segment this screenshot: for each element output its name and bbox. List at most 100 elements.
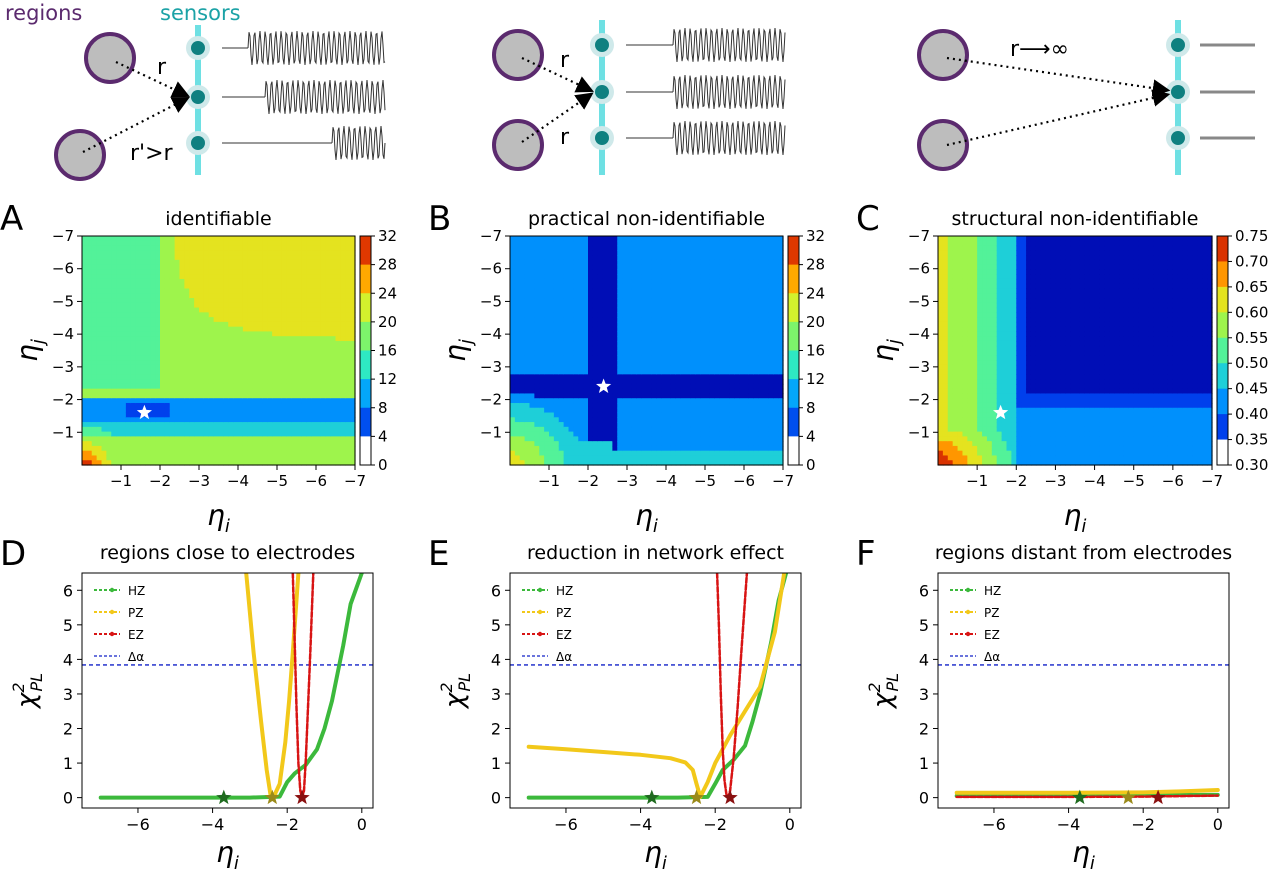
heatmap-cell xyxy=(325,422,332,428)
heatmap-cell xyxy=(301,255,307,261)
heatmap-cell xyxy=(194,393,200,399)
heatmap-cell xyxy=(203,450,210,457)
heatmap-cell xyxy=(524,307,531,313)
heatmap-cell xyxy=(267,426,273,433)
heatmap-cell xyxy=(597,302,604,309)
heatmap-cell xyxy=(262,293,268,299)
heatmap-cell xyxy=(646,455,652,461)
heatmap-cell xyxy=(179,336,185,342)
arrow-r-prime xyxy=(82,96,190,153)
heatmap-cell xyxy=(519,307,526,313)
heatmap-cell xyxy=(719,283,726,290)
heatmap-cell xyxy=(96,331,103,337)
heatmap-cell xyxy=(578,379,584,385)
heatmap-cell xyxy=(335,460,341,466)
heatmap-cell xyxy=(700,312,706,318)
heatmap-cell xyxy=(549,455,555,461)
heatmap-cell xyxy=(558,355,565,361)
heatmap-cell xyxy=(277,360,283,366)
heatmap-cell xyxy=(524,250,531,256)
heatmap-cell xyxy=(553,402,560,409)
heatmap-cell xyxy=(179,455,185,461)
heatmap-cell xyxy=(86,264,93,270)
heatmap-cell xyxy=(96,259,103,266)
heatmap-cell xyxy=(573,317,579,323)
heatmap-cell xyxy=(272,283,278,290)
heatmap-cell xyxy=(262,259,268,266)
heatmap-cell xyxy=(719,250,726,256)
heatmap-cell xyxy=(238,398,244,404)
heatmap-cell xyxy=(208,321,215,328)
heatmap-cell xyxy=(194,445,200,452)
heatmap-cell xyxy=(656,445,662,452)
heatmap-cell xyxy=(340,288,346,294)
heatmap-cell xyxy=(636,259,643,266)
heatmap-cell xyxy=(690,450,696,457)
heatmap-cell xyxy=(685,436,691,442)
heatmap-cell xyxy=(277,331,283,337)
heatmap-cell xyxy=(695,293,701,299)
heatmap-cell xyxy=(233,307,239,313)
heatmap-cell xyxy=(130,331,137,337)
heatmap-cell xyxy=(592,383,599,390)
heatmap-cell xyxy=(685,264,691,270)
heatmap-cell xyxy=(174,431,181,437)
heatmap-cell xyxy=(184,393,190,399)
heatmap-cell xyxy=(612,326,618,333)
heatmap-cell xyxy=(150,236,156,242)
heatmap-cell xyxy=(272,455,278,461)
heatmap-cell xyxy=(96,250,103,256)
heatmap-cell xyxy=(340,355,346,361)
heatmap-cell xyxy=(316,278,322,285)
heatmap-cell xyxy=(510,450,516,457)
heatmap-cell xyxy=(524,402,531,409)
heatmap-cell xyxy=(272,426,278,433)
heatmap-cell xyxy=(641,240,648,247)
heatmap-cell xyxy=(116,317,122,323)
heatmap-cell xyxy=(223,379,229,385)
heatmap-cell xyxy=(350,336,356,342)
heatmap-cell xyxy=(563,293,570,299)
heatmap-cell xyxy=(607,426,613,433)
heatmap-cell xyxy=(700,317,706,323)
heatmap-cell xyxy=(130,264,137,270)
heatmap-cell xyxy=(169,340,176,347)
heatmap-cell xyxy=(184,250,190,256)
heatmap-cell xyxy=(203,264,210,270)
heatmap-cell xyxy=(656,312,662,318)
heatmap-cell xyxy=(719,307,726,313)
heatmap-cell xyxy=(150,412,156,418)
heatmap-cell xyxy=(330,283,337,290)
heatmap-cell xyxy=(208,350,215,356)
sensor-1 xyxy=(595,38,609,52)
heatmap-cell xyxy=(597,455,604,461)
heatmap-cell xyxy=(179,407,185,414)
heatmap-cell xyxy=(345,355,351,361)
heatmap-cell xyxy=(573,321,579,328)
heatmap-cell xyxy=(680,298,687,304)
heatmap-cell xyxy=(101,250,107,256)
heatmap-cell xyxy=(228,307,234,313)
heatmap-cell xyxy=(311,417,317,423)
heatmap-cell xyxy=(101,460,107,466)
heatmap-cell xyxy=(602,350,609,356)
heatmap-cell xyxy=(685,364,691,371)
heatmap-cell xyxy=(330,236,337,242)
heatmap-cell xyxy=(169,250,176,256)
heatmap-cell xyxy=(267,407,273,414)
heatmap-cell xyxy=(690,336,696,342)
heatmap-cell xyxy=(627,360,633,366)
heatmap-cell xyxy=(563,407,570,414)
heatmap-cell xyxy=(218,317,224,323)
heatmap-cell xyxy=(534,278,540,285)
heatmap-cell xyxy=(514,422,521,428)
heatmap-cell xyxy=(106,355,112,361)
heatmap-cell xyxy=(607,460,613,466)
heatmap-cell xyxy=(524,293,531,299)
heatmap-cell xyxy=(169,393,176,399)
heatmap-cell xyxy=(82,245,88,251)
heatmap-cell xyxy=(514,269,521,275)
heatmap-cell xyxy=(320,259,327,266)
heatmap-cell xyxy=(510,379,516,385)
heatmap-cell xyxy=(680,321,687,328)
